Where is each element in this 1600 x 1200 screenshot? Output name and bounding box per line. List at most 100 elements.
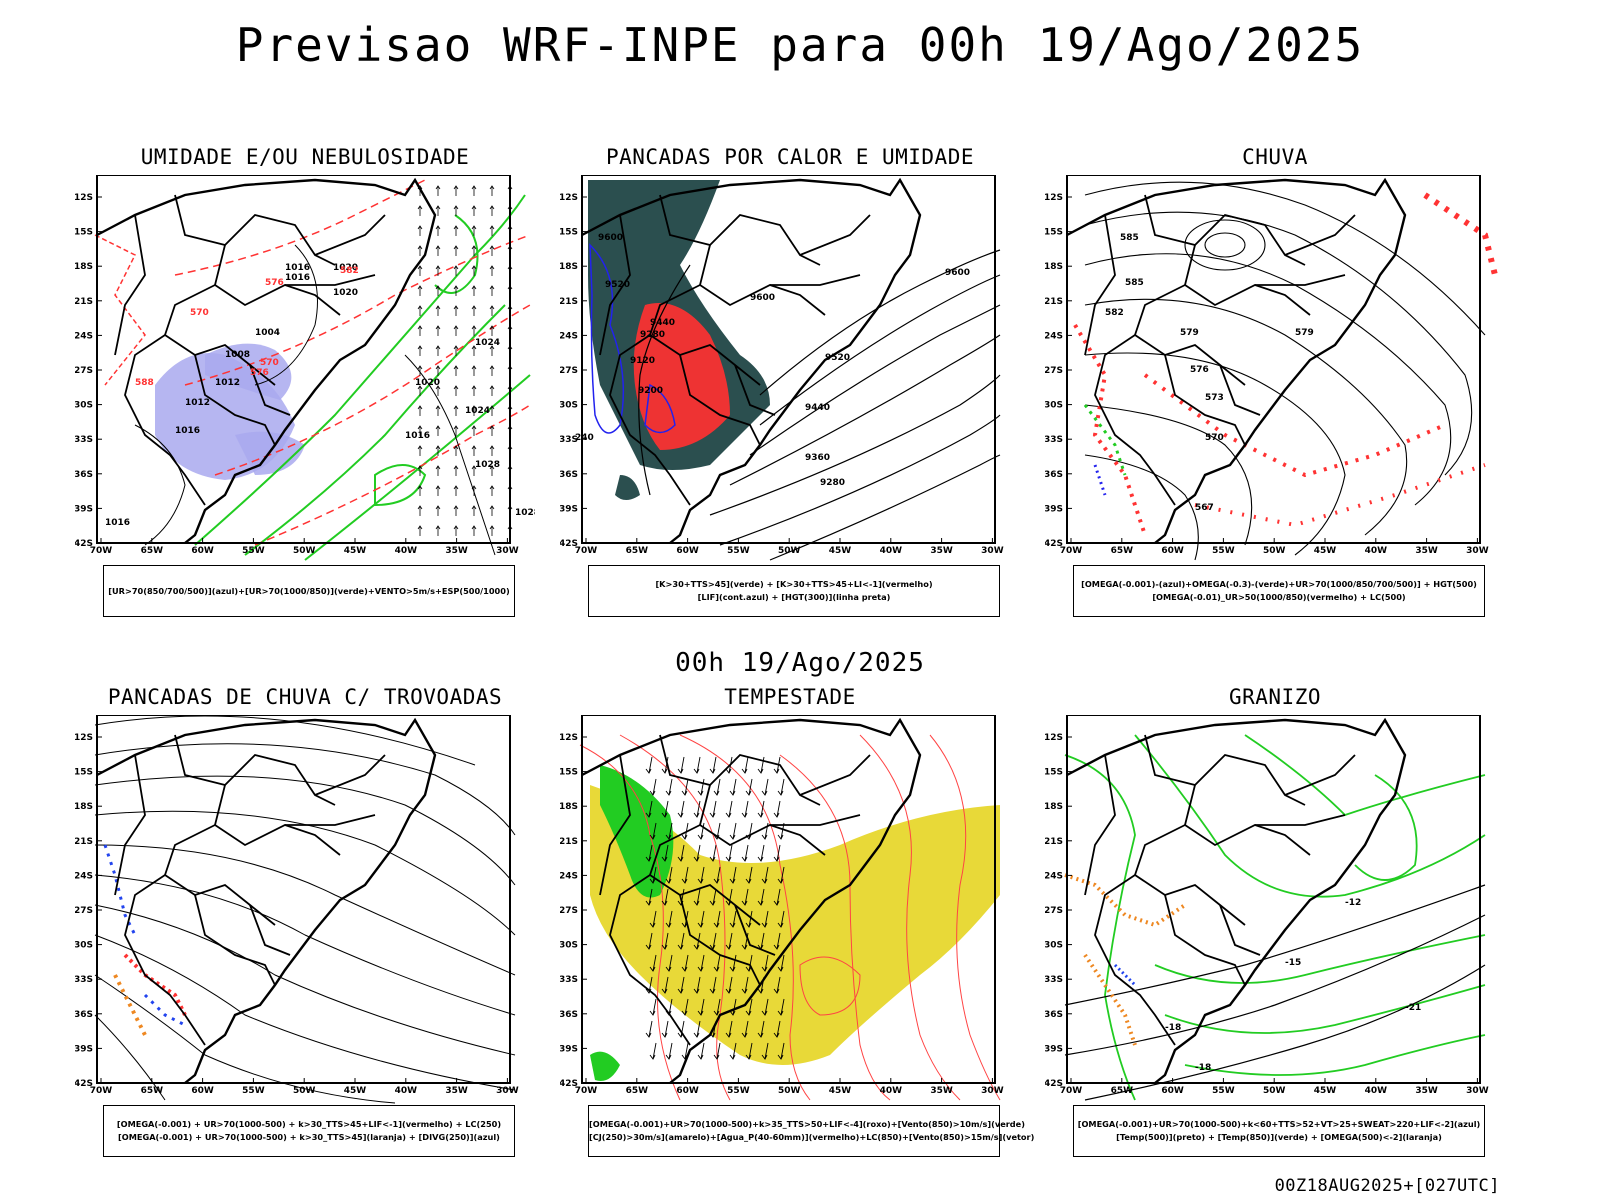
lon-label: 60W bbox=[1161, 546, 1184, 556]
contour-label: 9600 bbox=[598, 233, 623, 243]
contour-label: 1016 bbox=[175, 426, 200, 436]
legend-line: [LIF](cont.azul) + [HGT(300)](linha pret… bbox=[697, 592, 891, 602]
lc850-red-streamline bbox=[779, 754, 891, 1101]
omega-green-area bbox=[1083, 404, 1127, 476]
wind-arrow-head bbox=[471, 445, 477, 450]
wind-arrow-head bbox=[471, 345, 477, 350]
temp850-green-contour bbox=[1064, 754, 1136, 1101]
state-border bbox=[213, 784, 341, 856]
state-border bbox=[1094, 334, 1176, 506]
lat-label: 21S bbox=[560, 297, 578, 307]
wind-vector-head bbox=[777, 1054, 784, 1060]
lat-label: 30S bbox=[75, 401, 93, 411]
coastline bbox=[581, 717, 922, 1084]
coastline bbox=[1066, 177, 1407, 544]
wind-vector bbox=[728, 1020, 733, 1038]
wind-arrow-head bbox=[417, 425, 423, 430]
humidity-green-contour bbox=[194, 194, 526, 546]
wind-vector-head bbox=[693, 1032, 700, 1038]
wind-arrow-head bbox=[417, 385, 423, 390]
wind-vector-head bbox=[741, 856, 748, 862]
contour-label: 1016 bbox=[105, 518, 130, 528]
wind-arrow-head bbox=[435, 425, 441, 430]
wind-vector bbox=[744, 800, 749, 818]
contour-label: 9120 bbox=[630, 356, 655, 366]
wind-vector-head bbox=[661, 944, 668, 950]
wind-vector bbox=[712, 888, 717, 906]
wind-vector bbox=[748, 778, 753, 796]
wind-vector bbox=[648, 932, 653, 950]
lon-label: 50W bbox=[1263, 546, 1286, 556]
lon-label: 35W bbox=[445, 1086, 468, 1096]
contour-label: 1028 bbox=[475, 460, 500, 470]
legend-line: [OMEGA(-0.001)+UR>70(1000-500)+k<60+TTS>… bbox=[1077, 1119, 1481, 1129]
footer-stamp: 00Z18AUG2025+[027UTC] bbox=[1274, 1176, 1500, 1196]
lon-label: 40W bbox=[880, 546, 903, 556]
wind-arrow-head bbox=[453, 245, 459, 250]
wind-arrow-head bbox=[453, 185, 459, 190]
wind-vector bbox=[780, 778, 785, 796]
state-border bbox=[698, 784, 826, 856]
lon-label: 40W bbox=[395, 546, 418, 556]
wind-vector-head bbox=[649, 966, 656, 972]
state-border bbox=[799, 214, 871, 256]
wind-arrow-head bbox=[471, 265, 477, 270]
lc250-streamline bbox=[94, 904, 516, 1056]
humidity-green-contour bbox=[374, 464, 427, 507]
wind-vector bbox=[732, 954, 737, 972]
panel-chuva: CHUVA 12S 15S 18S 21S 24S 27S 30S 33S 36S 39S 42S 7… bbox=[1045, 145, 1505, 625]
wind-arrow-head bbox=[435, 245, 441, 250]
wind-vector-head bbox=[645, 900, 652, 906]
lat-label: 18S bbox=[1045, 262, 1063, 272]
state-border bbox=[1094, 874, 1176, 1046]
contour-label: 1008 bbox=[225, 350, 250, 360]
wind-vector bbox=[748, 954, 753, 972]
wind-vector bbox=[668, 866, 673, 884]
wind-vector bbox=[732, 778, 737, 796]
legend-line: [CJ(250)>30m/s](amarelo)+[Agua_P(40-60mm… bbox=[589, 1132, 1035, 1142]
hgt-black-contour bbox=[769, 454, 1001, 561]
legend-line: [OMEGA(-0.001) + UR>70(1000-500) + k>30_… bbox=[118, 1132, 500, 1142]
state-border bbox=[124, 334, 206, 506]
panel-title: TEMPESTADE bbox=[724, 685, 856, 709]
hgt500-contour bbox=[1084, 352, 1346, 556]
wind-arrow-head bbox=[471, 485, 477, 490]
wind-arrow-head bbox=[417, 445, 423, 450]
wind-vector-head bbox=[661, 856, 668, 862]
state-border bbox=[679, 354, 761, 446]
contour-label: -18 bbox=[1165, 1023, 1181, 1033]
panel-title: GRANIZO bbox=[1228, 685, 1321, 709]
contour-label: 1020 bbox=[333, 263, 358, 273]
lon-label: 45W bbox=[829, 1086, 852, 1096]
state-border bbox=[799, 754, 871, 796]
wind-vector-head bbox=[649, 834, 656, 840]
wind-vector-head bbox=[665, 966, 672, 972]
wind-arrow-head bbox=[489, 385, 495, 390]
wind-vector bbox=[760, 756, 765, 774]
lat-label: 30S bbox=[560, 401, 578, 411]
contour-label: 240 bbox=[575, 433, 594, 443]
wind-vector-head bbox=[661, 768, 668, 774]
lat-label: 27S bbox=[1045, 366, 1063, 376]
legend-box: [K>30+TTS>45](verde) + [K>30+TTS>45+LI<-… bbox=[588, 565, 1000, 617]
wind-vector-head bbox=[665, 922, 672, 928]
lat-label: 33S bbox=[560, 975, 578, 985]
wind-arrow-head bbox=[489, 245, 495, 250]
wind-vector-head bbox=[757, 988, 764, 994]
wind-arrow-head bbox=[489, 225, 495, 230]
wind-vector-head bbox=[709, 812, 716, 818]
lat-label: 18S bbox=[75, 802, 93, 812]
hgt500-contour bbox=[1084, 211, 1473, 476]
panel-umidade: UMIDADE E/OU NEBULOSIDADE 12 bbox=[75, 145, 535, 625]
lon-label: 50W bbox=[293, 1086, 316, 1096]
lon-label: 50W bbox=[293, 546, 316, 556]
map-frame bbox=[581, 715, 996, 1084]
contour-label: 1028 bbox=[515, 508, 535, 518]
lat-label: 27S bbox=[560, 366, 578, 376]
hgt-black-contour bbox=[749, 304, 1001, 456]
state-border bbox=[1219, 904, 1261, 956]
wind-arrow-head bbox=[453, 225, 459, 230]
wind-vector bbox=[748, 1042, 753, 1060]
lat-label: 15S bbox=[75, 768, 93, 778]
lon-label: 30W bbox=[1466, 546, 1489, 556]
